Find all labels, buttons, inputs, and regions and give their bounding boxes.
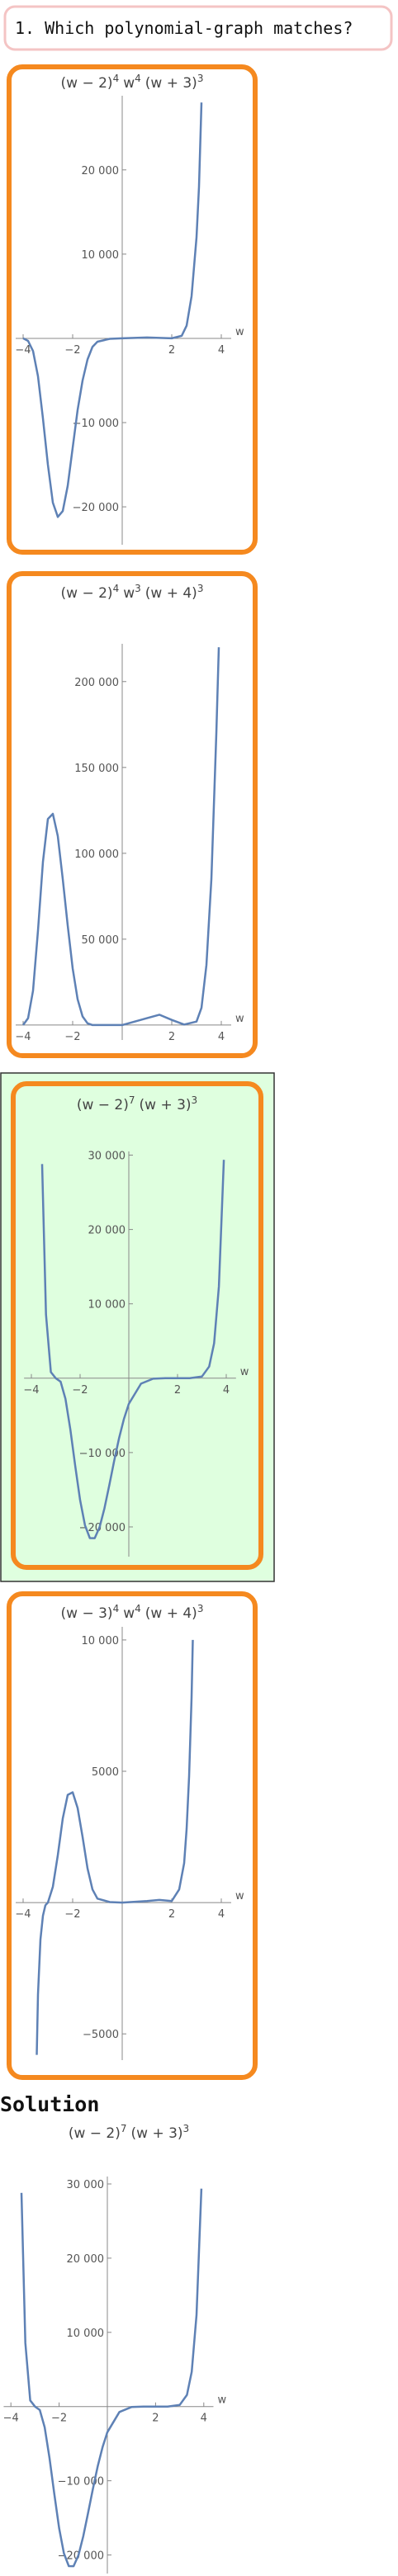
title-base: (w + 3) [131, 2125, 183, 2142]
y-tick-label: −10 000 [58, 2476, 104, 2489]
y-tick-label: 5000 [92, 1766, 119, 1779]
y-tick-label: −20 000 [58, 2550, 104, 2563]
title-base: (w − 2) [61, 75, 113, 92]
plot-title: (w − 2)7 (w + 3)3 [77, 1094, 197, 1113]
y-tick-label: 30 000 [88, 1151, 126, 1163]
y-tick-label: 50 000 [82, 934, 120, 947]
title-exponent: 3 [197, 73, 204, 84]
title-base: (w + 4) [145, 585, 197, 602]
y-tick-label: 150 000 [74, 763, 119, 775]
x-axis-label: w [235, 326, 244, 338]
y-tick-label: −20 000 [79, 1522, 126, 1534]
title-base: w [123, 75, 135, 92]
title-exponent: 4 [113, 583, 120, 594]
title-exponent: 3 [197, 583, 204, 594]
y-tick-label: 10 000 [88, 1299, 126, 1312]
title-base: w [123, 1605, 135, 1622]
y-tick-label: 10 000 [82, 249, 120, 262]
curve [36, 1639, 194, 2055]
curve [22, 102, 203, 518]
title-exponent: 4 [113, 73, 120, 84]
plot-title: (w − 2)4 w4 (w + 3)3 [61, 73, 204, 92]
title-base: w [123, 585, 135, 602]
y-tick-label: 200 000 [74, 677, 119, 689]
title-base: (w − 2) [61, 585, 113, 602]
y-tick-label: 20 000 [67, 2253, 105, 2266]
plot-title: (w − 3)4 w4 (w + 4)3 [61, 1603, 204, 1622]
title-base: (w + 3) [145, 75, 197, 92]
title-exponent: 7 [129, 1094, 135, 1106]
x-tick-label: −4 [3, 2413, 19, 2425]
y-tick-label: 100 000 [74, 848, 119, 861]
x-tick-label: −4 [15, 344, 31, 357]
x-tick-label: 4 [223, 1384, 230, 1397]
x-tick-label: 2 [152, 2413, 159, 2425]
x-tick-label: 4 [201, 2413, 207, 2425]
x-tick-label: −4 [15, 1031, 31, 1043]
title-exponent: 7 [121, 2123, 127, 2134]
x-tick-label: −2 [64, 344, 80, 357]
option-card[interactable] [7, 64, 258, 555]
x-tick-label: −2 [51, 2413, 67, 2425]
option-card[interactable] [11, 1081, 263, 1570]
x-tick-label: 2 [168, 1031, 175, 1043]
x-tick-label: 2 [168, 1908, 175, 1921]
option-card[interactable] [7, 1591, 258, 2080]
plot-title: (w − 2)7 (w + 3)3 [69, 2123, 189, 2142]
curve [21, 647, 220, 1027]
x-tick-label: 4 [218, 344, 225, 357]
option-card[interactable] [7, 571, 258, 1058]
x-tick-label: −2 [64, 1031, 80, 1043]
title-exponent: 4 [113, 1603, 120, 1614]
y-tick-label: −20 000 [73, 502, 119, 514]
plot-title: (w − 2)4 w3 (w + 4)3 [61, 583, 204, 602]
title-exponent: 3 [192, 1094, 198, 1106]
x-tick-label: 4 [218, 1031, 225, 1043]
title-base: (w + 4) [145, 1605, 197, 1622]
y-tick-label: 20 000 [88, 1225, 126, 1237]
title-base: (w − 2) [77, 1097, 129, 1113]
x-tick-label: −4 [23, 1384, 39, 1397]
x-axis-label: w [235, 1890, 244, 1902]
x-axis-label: w [240, 1366, 249, 1378]
x-tick-label: 2 [168, 344, 175, 357]
curve [20, 2188, 203, 2568]
y-tick-label: −10 000 [79, 1448, 126, 1460]
y-tick-label: 10 000 [67, 2328, 105, 2340]
solution-heading: Solution [0, 2092, 99, 2116]
title-exponent: 3 [197, 1603, 204, 1614]
x-axis-label: w [217, 2394, 226, 2407]
y-tick-label: −10 000 [73, 418, 119, 430]
y-tick-label: −5000 [83, 2029, 119, 2041]
question: 1. Which polynomial-graph matches? [15, 18, 353, 38]
x-tick-label: −2 [64, 1908, 80, 1921]
x-tick-label: −2 [72, 1384, 88, 1397]
title-base: (w + 3) [140, 1097, 192, 1113]
title-base: (w − 3) [61, 1605, 113, 1622]
y-tick-label: 20 000 [82, 165, 120, 177]
title-exponent: 3 [183, 2123, 190, 2134]
title-exponent: 3 [135, 583, 141, 594]
question-box [3, 5, 393, 51]
y-tick-label: 30 000 [67, 2179, 105, 2191]
x-tick-label: −4 [15, 1908, 31, 1921]
title-exponent: 4 [135, 73, 141, 84]
title-exponent: 4 [135, 1603, 141, 1614]
y-tick-label: 10 000 [82, 1635, 120, 1647]
x-tick-label: 2 [174, 1384, 181, 1397]
curve [40, 1160, 225, 1539]
title-base: (w − 2) [69, 2125, 121, 2142]
x-axis-label: w [235, 1013, 244, 1025]
x-tick-label: 4 [218, 1908, 225, 1921]
